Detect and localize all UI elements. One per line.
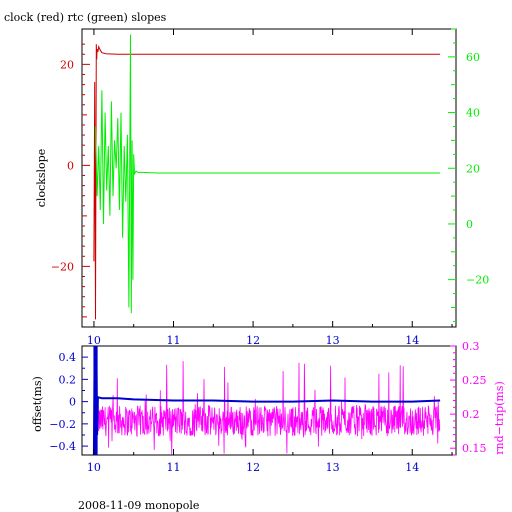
slope-plot-frame [81, 28, 457, 328]
slope-x-tick-label: 12 [246, 334, 260, 347]
rtc-series-line [95, 34, 441, 314]
slope-y-right-tick-label: 40 [466, 107, 480, 120]
slope-x-tick-label: 10 [87, 334, 101, 347]
offset-panel: 10 11 12 13 14 0.4 0.2 0 −0.2 −0.4 0.3 0.25 0.2 0.1… [31, 340, 506, 474]
slope-y-right-tick-label: 0 [466, 218, 473, 231]
slope-x-axis: 10 11 12 13 14 [87, 29, 453, 347]
offset-y-right-axis: 0.3 0.25 0.2 0.15 [450, 340, 487, 456]
offset-y-left-tick-label: −0.2 [49, 418, 76, 431]
offset-y-left-tick-label: −0.4 [49, 440, 76, 453]
slope-y-left-axis: 20 0 −20 [51, 43, 90, 318]
slope-x-tick-label: 11 [167, 334, 181, 347]
rndtrip-y-right-tick-label: 0.15 [462, 442, 487, 455]
slope-y-right-tick-label: 60 [466, 51, 480, 64]
slope-y-right-tick-label: 20 [466, 162, 480, 175]
offset-x-tick-label: 10 [87, 461, 101, 474]
slope-y-right-axis: 60 40 20 0 −20 [448, 28, 489, 322]
offset-x-axis: 10 11 12 13 14 [87, 449, 453, 474]
slope-x-tick-label: 13 [326, 334, 340, 347]
offset-x-tick-label: 13 [326, 461, 340, 474]
offset-x-tick-label: 12 [246, 461, 260, 474]
offset-y-left-axis: 0.4 0.2 0 −0.2 −0.4 [49, 351, 88, 453]
rndtrip-series-line [97, 361, 441, 455]
rndtrip-y-right-tick-label: 0.3 [462, 340, 480, 353]
offset-y-left-tick-label: 0.2 [59, 373, 77, 386]
rndtrip-y-right-tick-label: 0.2 [462, 408, 480, 421]
rndtrip-y-label: rnd−trip(ms) [493, 381, 506, 455]
slope-y-label: clockslope [35, 149, 48, 207]
offset-series-line [92, 345, 441, 456]
slope-y-left-tick-label: −20 [51, 260, 74, 273]
chart-footer: 2008-11-09 monopole [78, 499, 199, 512]
offset-x-tick-label: 14 [405, 461, 419, 474]
chart-title: clock (red) rtc (green) slopes [4, 11, 167, 24]
slope-panel: 10 11 12 13 14 20 0 −20 60 40 20 0 −20 clockslope [35, 28, 489, 347]
clock-series-line [93, 44, 441, 320]
offset-y-label: offset(ms) [31, 376, 44, 432]
offset-y-left-tick-label: 0 [69, 396, 76, 409]
slope-series-group [93, 34, 441, 320]
slope-y-left-tick-label: 0 [67, 159, 74, 172]
offset-series-group [92, 345, 441, 456]
slope-y-right-tick-label: −20 [466, 274, 489, 287]
rndtrip-y-right-tick-label: 0.25 [462, 374, 487, 387]
slope-y-left-tick-label: 20 [60, 58, 74, 71]
slope-x-tick-label: 14 [405, 334, 419, 347]
offset-x-tick-label: 11 [167, 461, 181, 474]
offset-y-left-tick-label: 0.4 [59, 351, 77, 364]
